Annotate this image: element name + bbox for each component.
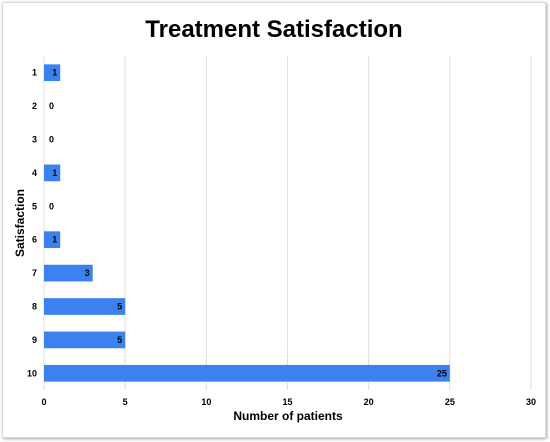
data-labels: 1 0 0 1 0 1 3 5 5 25 [49, 68, 447, 379]
chart-title: Treatment Satisfaction [145, 16, 402, 43]
x-axis-label: Number of patients [233, 409, 343, 423]
data-label: 1 [52, 68, 57, 78]
y-tick-label: 7 [32, 268, 37, 278]
bar [44, 264, 93, 282]
bar [44, 298, 126, 315]
data-label: 0 [49, 101, 54, 111]
y-tick-label: 9 [32, 335, 37, 345]
y-axis-label: Satisfaction [13, 189, 27, 257]
data-label: 0 [49, 135, 54, 145]
x-tick-label: 20 [364, 397, 374, 407]
x-tick-label: 0 [41, 397, 46, 407]
data-label: 3 [85, 268, 90, 278]
x-tick-label: 15 [282, 397, 292, 407]
y-tick-label: 4 [32, 168, 37, 178]
y-tick-label: 6 [32, 235, 37, 245]
y-tick-label: 1 [32, 68, 37, 78]
data-label: 25 [437, 368, 447, 378]
y-tick-label: 3 [32, 135, 37, 145]
bar [44, 164, 61, 182]
bar [44, 364, 450, 382]
x-tick-label: 10 [201, 397, 211, 407]
data-label: 0 [49, 201, 54, 211]
data-label: 1 [52, 235, 57, 245]
bar [44, 331, 126, 349]
y-tick-label: 10 [27, 368, 37, 378]
bars [44, 64, 450, 382]
y-tick-label: 2 [32, 101, 37, 111]
data-label: 1 [52, 168, 57, 178]
x-tick-label: 30 [526, 397, 536, 407]
y-tick-label: 5 [32, 201, 37, 211]
x-tick-label: 25 [445, 397, 455, 407]
bar [44, 64, 61, 82]
bar [44, 231, 61, 249]
x-tick-labels: 0 5 10 15 20 25 30 [41, 397, 536, 407]
x-tick-label: 5 [123, 397, 128, 407]
y-tick-labels: 1 2 3 4 5 6 7 8 9 10 [27, 68, 37, 379]
data-label: 5 [117, 335, 122, 345]
data-label: 5 [117, 302, 122, 312]
y-tick-label: 8 [32, 302, 37, 312]
